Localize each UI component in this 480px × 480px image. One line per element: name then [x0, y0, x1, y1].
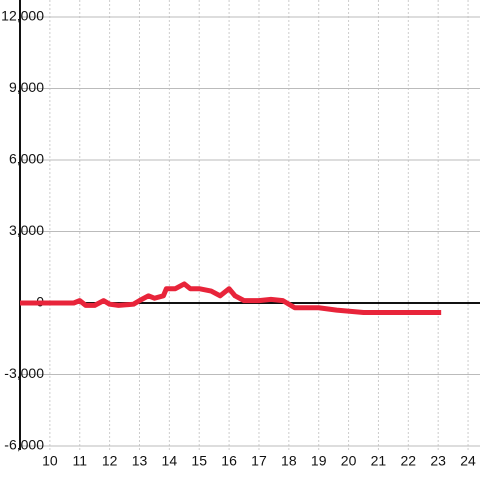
x-tick-label: 10 [42, 453, 58, 469]
x-tick-label: 22 [401, 453, 417, 469]
x-tick-label: 11 [72, 453, 87, 469]
x-tick-label: 18 [281, 453, 297, 469]
series-line [20, 281, 442, 316]
y-tick-label: 12,000 [1, 8, 44, 24]
y-tick-label: -6,000 [4, 437, 44, 453]
x-tick-label: 20 [341, 453, 357, 469]
y-tick-label: -3,000 [4, 365, 44, 381]
x-tick-label: 21 [371, 453, 387, 469]
x-tick-label: 19 [311, 453, 327, 469]
x-tick-label: 15 [191, 453, 207, 469]
x-tick-label: 12 [102, 453, 118, 469]
y-tick-label: 6,000 [9, 151, 44, 167]
y-tick-label: 9,000 [9, 79, 44, 95]
x-tick-label: 16 [221, 453, 237, 469]
x-tick-label: 17 [251, 453, 267, 469]
x-tick-label: 24 [460, 453, 476, 469]
x-tick-label: 23 [430, 453, 446, 469]
x-tick-label: 14 [162, 453, 178, 469]
x-tick-label: 13 [132, 453, 148, 469]
y-tick-label: 3,000 [9, 222, 44, 238]
